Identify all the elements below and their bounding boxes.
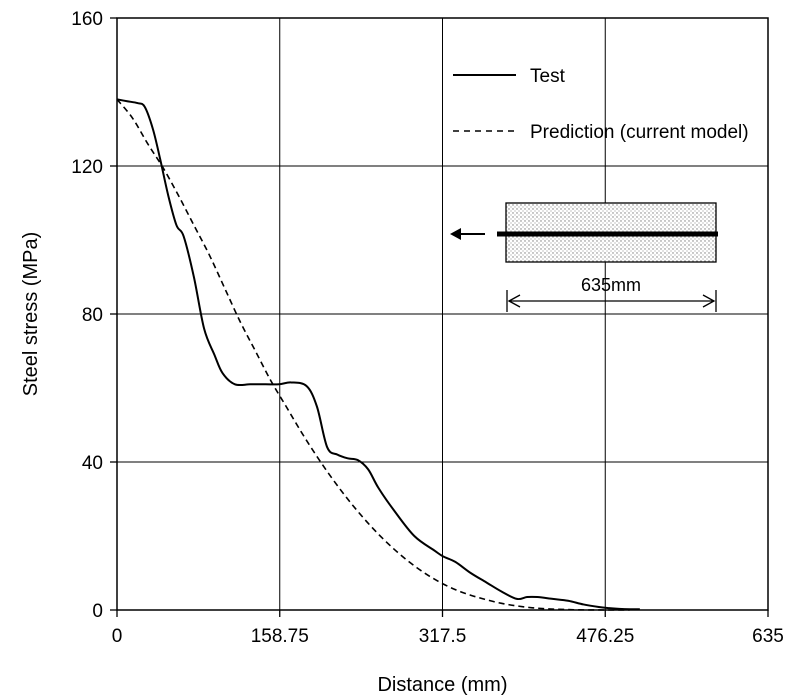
y-tick-label: 80 — [82, 305, 103, 326]
y-tick-label: 160 — [71, 9, 103, 30]
x-tick-label: 635 — [752, 626, 784, 647]
x-tick-label: 0 — [112, 626, 123, 647]
y-tick-label: 40 — [82, 453, 103, 474]
dimension-arrow-right-icon — [702, 294, 716, 308]
x-tick-label: 317.5 — [419, 626, 467, 647]
legend-label-prediction: Prediction (current model) — [530, 122, 749, 143]
legend: Test Prediction (current model) — [453, 66, 749, 143]
y-tick-label: 0 — [92, 601, 103, 622]
axis-ticks: 0 158.75 317.5 476.25 635 0 40 80 120 160 — [71, 9, 784, 647]
series-layer — [116, 98, 640, 611]
series-line-prediction — [116, 98, 630, 611]
x-tick-label: 158.75 — [251, 626, 309, 647]
series-line-test — [116, 98, 640, 611]
x-tick-label: 476.25 — [576, 626, 634, 647]
dimension-label: 635mm — [581, 275, 641, 295]
legend-label-test: Test — [530, 66, 566, 87]
y-tick-label: 120 — [71, 157, 103, 178]
pull-arrow-icon — [450, 228, 461, 240]
y-axis-title: Steel stress (MPa) — [20, 232, 42, 396]
grid — [117, 18, 768, 610]
x-axis-title: Distance (mm) — [377, 674, 507, 696]
specimen-inset: 635mm — [450, 202, 718, 312]
dimension-arrow-left-icon — [507, 294, 521, 308]
